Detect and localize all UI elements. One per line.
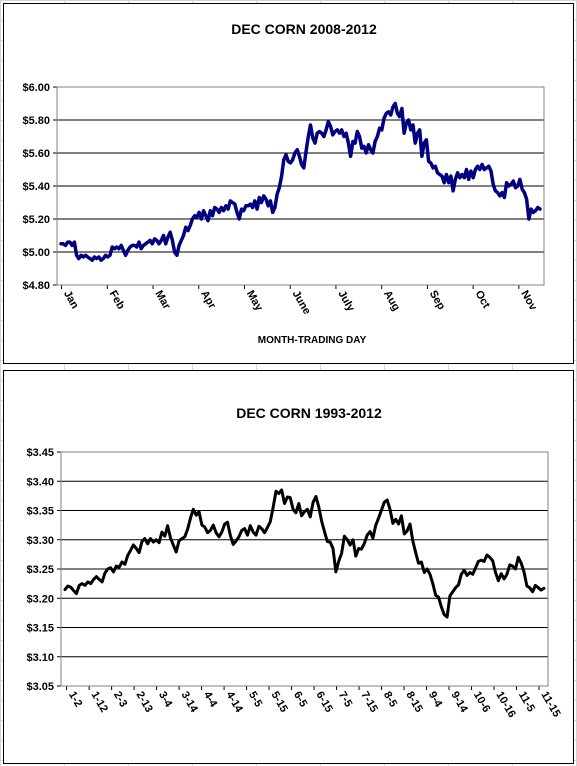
x-tick-label: Apr: [198, 289, 218, 312]
chart-bottom: DEC CORN 1993-2012 $3.45 $3.40 $3.35 $3.30 $…: [3, 370, 574, 764]
y-tick-label: $3.15: [26, 623, 54, 635]
x-tick-label: July: [335, 289, 357, 315]
series-line: [63, 488, 546, 619]
y-tick-label: $4.80: [22, 280, 50, 292]
x-tick-label: 7-15: [358, 690, 379, 715]
y-tick-label: $3.35: [26, 506, 54, 518]
y-tick-label: $3.20: [26, 593, 54, 605]
chart-top: DEC CORN 2008-2012 $6.00 $5.80 $5.60 $5.40 $…: [3, 3, 574, 364]
y-tick-label: $6.00: [22, 82, 50, 94]
y-tick-label: $5.40: [22, 181, 50, 193]
y-tick-label: $5.20: [22, 214, 50, 226]
x-tick-label: 11-5: [516, 690, 537, 715]
x-tick-label: Oct: [473, 289, 493, 311]
y-tick-label: $5.60: [22, 148, 50, 160]
y-tick-label: $5.80: [22, 115, 50, 127]
x-tick-label: 1-12: [89, 690, 110, 715]
y-tick-label: $3.45: [26, 447, 54, 459]
x-tick-label: Mar: [152, 289, 173, 313]
x-tick-label: 1-2: [66, 690, 84, 710]
x-tick-label: 5-15: [268, 690, 289, 715]
series-line: [59, 101, 542, 262]
x-tick-label: 11-15: [538, 690, 562, 720]
chart-title: DEC CORN 1993-2012: [236, 405, 382, 421]
x-tick-label: 8-15: [403, 690, 424, 715]
x-tick-label: 8-5: [381, 690, 399, 710]
x-tick-label: 10-6: [471, 690, 492, 715]
x-tick-label: Sep: [427, 289, 448, 313]
y-tick-label: $3.05: [26, 681, 54, 693]
x-tick-label: Nov: [518, 289, 539, 314]
plot-area-border: [60, 451, 549, 687]
x-tick-label: 6-15: [313, 690, 334, 715]
y-tick-label: $3.40: [26, 476, 54, 488]
x-tick-label: 9-14: [448, 690, 470, 716]
x-tick-label: 2-13: [134, 690, 155, 715]
x-tick-label: 4-14: [223, 690, 245, 716]
y-tick-label: $3.10: [26, 652, 54, 664]
x-tick-label: 6-5: [291, 690, 309, 710]
chart-bottom-svg: DEC CORN 1993-2012 $3.45 $3.40 $3.35 $3.30 $…: [26, 405, 562, 720]
x-tick-label: 7-5: [336, 690, 354, 710]
x-tick-label: June: [290, 289, 313, 317]
x-axis-label: MONTH-TRADING DAY: [258, 335, 367, 346]
x-tick-label: Jan: [61, 289, 81, 312]
y-tick-label: $3.25: [26, 564, 54, 576]
x-tick-label: 2-3: [111, 690, 129, 710]
chart-title: DEC CORN 2008-2012: [231, 21, 377, 37]
y-tick-label: $5.00: [22, 247, 50, 259]
x-tick-label: 5-5: [246, 690, 264, 710]
x-tick-label: 10-16: [493, 690, 517, 720]
y-tick-label: $3.30: [26, 535, 54, 547]
x-tick-label: Feb: [107, 289, 127, 312]
chart-top-svg: DEC CORN 2008-2012 $6.00 $5.80 $5.60 $5.40 $…: [22, 21, 545, 346]
x-tick-label: May: [244, 289, 266, 314]
x-tick-label: Aug: [381, 289, 402, 314]
x-tick-label: 3-14: [178, 690, 200, 716]
x-tick-label: 4-4: [201, 690, 220, 711]
x-tick-label: 9-4: [426, 690, 445, 711]
plot-area-border: [56, 86, 545, 286]
x-tick-label: 3-4: [156, 690, 175, 711]
